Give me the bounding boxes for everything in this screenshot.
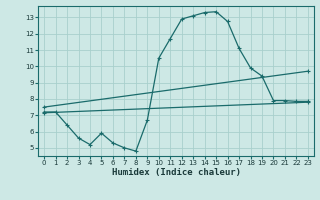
X-axis label: Humidex (Indice chaleur): Humidex (Indice chaleur) — [111, 168, 241, 177]
